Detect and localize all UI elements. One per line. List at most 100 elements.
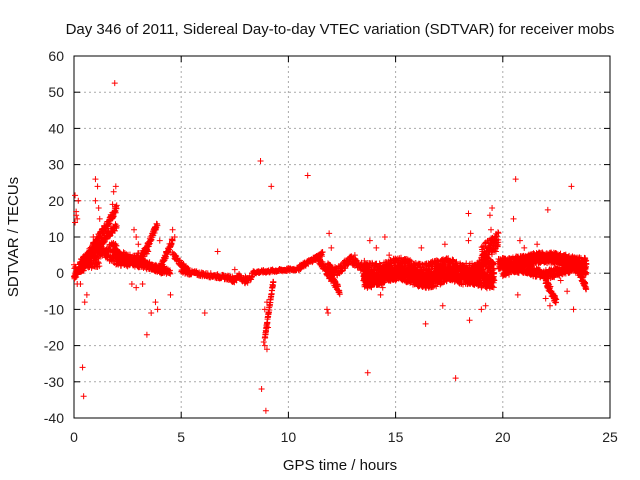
data-point-101 bbox=[542, 295, 549, 302]
data-point-49 bbox=[257, 157, 264, 164]
x-tick-label-10: 10 bbox=[281, 429, 297, 445]
data-point-92 bbox=[488, 226, 495, 233]
data-point-85 bbox=[466, 317, 473, 324]
data-point bbox=[319, 258, 326, 265]
data-point-69 bbox=[373, 244, 380, 251]
data-point bbox=[376, 260, 383, 267]
data-point-45 bbox=[214, 248, 221, 255]
data-point-10 bbox=[80, 393, 87, 400]
data-point-29 bbox=[135, 241, 142, 248]
data-point-11 bbox=[81, 299, 88, 306]
data-point bbox=[72, 263, 79, 270]
data-point-0 bbox=[72, 192, 79, 199]
y-tick-label--20: -20 bbox=[44, 338, 64, 354]
data-point-84 bbox=[465, 210, 472, 217]
data-point-44 bbox=[201, 310, 208, 317]
data-point-36 bbox=[152, 299, 159, 306]
data-point-82 bbox=[441, 241, 448, 248]
data-point-40 bbox=[169, 226, 176, 233]
data-point bbox=[361, 257, 368, 264]
data-point-95 bbox=[512, 176, 519, 183]
x-tick-labels: 0 5 10 15 20 25 bbox=[70, 429, 618, 445]
data-point-103 bbox=[534, 241, 541, 248]
data-point bbox=[151, 229, 158, 236]
y-tick-label-10: 10 bbox=[48, 229, 64, 245]
data-point bbox=[336, 291, 343, 298]
data-point-35 bbox=[154, 306, 161, 313]
data-point-63 bbox=[326, 230, 333, 237]
data-point-24 bbox=[110, 188, 117, 195]
data-point-81 bbox=[439, 302, 446, 309]
data-point-71 bbox=[381, 234, 388, 240]
data-point bbox=[113, 202, 120, 209]
data-point bbox=[113, 222, 120, 229]
y-tick-label-40: 40 bbox=[48, 120, 64, 136]
data-point-31 bbox=[133, 284, 140, 291]
data-point-56 bbox=[268, 183, 275, 190]
data-point-78 bbox=[422, 320, 429, 327]
data-point-88 bbox=[478, 306, 485, 313]
data-point-34 bbox=[148, 310, 155, 317]
data-point-91 bbox=[489, 205, 496, 212]
data-point bbox=[112, 209, 119, 216]
data-point-20 bbox=[96, 215, 103, 222]
data-point-87 bbox=[465, 237, 472, 244]
data-point-5 bbox=[75, 197, 82, 204]
data-point-105 bbox=[568, 183, 575, 190]
data-point-68 bbox=[366, 237, 373, 244]
y-tick-label--30: -30 bbox=[44, 374, 64, 390]
data-point-106 bbox=[570, 306, 577, 313]
data-point-37 bbox=[156, 237, 163, 244]
data-point-90 bbox=[486, 212, 493, 219]
data-point bbox=[106, 220, 113, 227]
chart-title: Day 346 of 2011, Sidereal Day-to-day VTE… bbox=[66, 21, 615, 38]
x-tick-label-0: 0 bbox=[70, 429, 78, 445]
data-point bbox=[106, 248, 113, 255]
data-point-15 bbox=[92, 176, 99, 183]
data-point bbox=[167, 270, 174, 277]
data-point-100 bbox=[544, 206, 551, 213]
data-point-53 bbox=[262, 407, 269, 414]
data-point bbox=[445, 255, 452, 262]
data-point-18 bbox=[95, 205, 102, 212]
data-point-108 bbox=[557, 277, 564, 284]
data-point-9 bbox=[79, 364, 86, 371]
data-point-86 bbox=[467, 230, 474, 237]
data-point-8 bbox=[77, 281, 84, 288]
data-point-98 bbox=[516, 237, 523, 244]
data-point-96 bbox=[514, 291, 521, 298]
x-tick-label-5: 5 bbox=[177, 429, 185, 445]
data-point bbox=[103, 247, 110, 254]
y-tick-label-0: 0 bbox=[56, 265, 64, 281]
x-tick-label-25: 25 bbox=[602, 429, 618, 445]
dense-data-bands bbox=[71, 202, 590, 341]
data-point bbox=[154, 222, 161, 229]
data-point-60 bbox=[304, 172, 311, 179]
data-point bbox=[450, 257, 457, 264]
x-tick-label-20: 20 bbox=[495, 429, 511, 445]
data-point-97 bbox=[510, 215, 517, 222]
data-point-79 bbox=[418, 244, 425, 251]
data-point-16 bbox=[94, 183, 101, 190]
data-point-30 bbox=[128, 281, 135, 288]
data-point bbox=[319, 248, 326, 255]
data-point bbox=[169, 237, 176, 244]
data-point-99 bbox=[521, 244, 528, 251]
data-point-102 bbox=[546, 302, 553, 309]
data-point-28 bbox=[133, 234, 140, 240]
data-point-61 bbox=[323, 306, 330, 313]
data-point-50 bbox=[258, 386, 265, 393]
data-point-73 bbox=[379, 284, 386, 291]
data-point bbox=[96, 263, 103, 270]
data-point bbox=[270, 278, 277, 285]
data-point-51 bbox=[260, 338, 267, 345]
data-point-32 bbox=[139, 281, 146, 288]
data-point-70 bbox=[377, 291, 384, 298]
data-point-22 bbox=[111, 80, 118, 87]
y-tick-label-20: 20 bbox=[48, 193, 64, 209]
x-tick-label-15: 15 bbox=[388, 429, 404, 445]
data-point-12 bbox=[83, 291, 90, 298]
data-point-83 bbox=[452, 375, 459, 382]
